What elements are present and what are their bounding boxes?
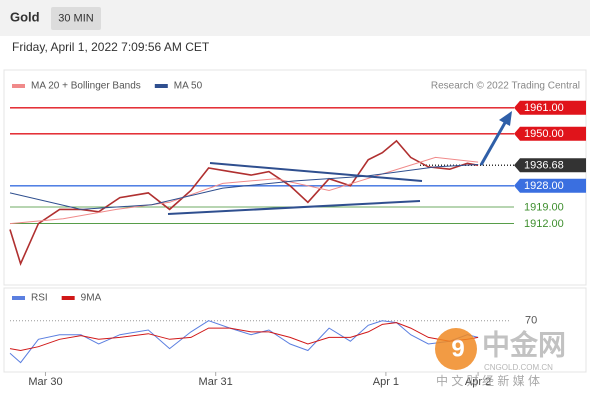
rsi-panel [3,287,587,373]
series-line [9,164,479,210]
x-tick-label: Mar 31 [199,376,233,388]
legend-label: MA 50 [174,81,203,92]
level-label: 1936.68 [524,160,564,172]
legend-label: RSI [31,293,48,304]
series-line [9,156,479,225]
legend-swatch [154,84,168,88]
legend-swatch [12,84,25,88]
x-tick-label: Apr 1 [373,376,399,388]
legend-swatch [12,296,25,300]
watermark-slogan: 中 文 财 经 新 媒 体 [436,373,540,388]
level-label: 1961.00 [524,102,564,114]
price-panel [3,69,587,286]
watermark-logo-mark [435,328,477,370]
watermark-site: CNGOLD.COM.CN [484,363,553,372]
symbol: Gold [10,9,40,24]
legend-swatch [61,296,75,300]
trend-line [167,200,421,215]
interval[interactable]: 30 MIN [58,12,94,24]
level-label: 1928.00 [524,180,564,192]
y-tick-label: 70 [525,315,537,327]
level-tag [514,100,586,115]
timestamp: Friday, April 1, 2022 7:09:56 AM CET [12,40,210,54]
forecast-arrow [479,120,508,166]
level-tag [514,158,586,173]
x-tick-label: Apr 2 [465,376,491,388]
series-line [9,139,479,266]
watermark: 9 中金网 CNGOLD.COM.CN 中 文 财 经 新 媒 体 [435,328,566,388]
watermark-glyph: 9 [451,335,464,362]
legend-label: MA 20 + Bollinger Bands [31,81,141,92]
watermark-logo: 中金网 [482,328,566,360]
level-tag [514,178,586,193]
level-label: 1950.00 [524,128,564,140]
level-tag [514,126,586,141]
credit: Research © 2022 Trading Central [431,81,580,92]
arrow-head [499,111,512,126]
legend-label: 9MA [81,293,102,304]
series-line [9,322,479,352]
level-label: 1919.00 [524,201,564,213]
trend-line [209,162,423,182]
interval-button[interactable] [51,7,101,30]
level-label: 1912.00 [524,218,564,230]
x-tick-label: Mar 30 [28,376,62,388]
